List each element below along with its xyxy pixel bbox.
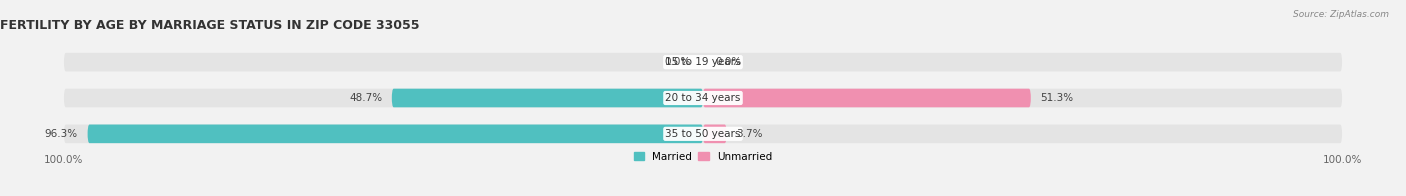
Text: FERTILITY BY AGE BY MARRIAGE STATUS IN ZIP CODE 33055: FERTILITY BY AGE BY MARRIAGE STATUS IN Z… <box>0 19 419 32</box>
Text: 48.7%: 48.7% <box>349 93 382 103</box>
Text: 15 to 19 years: 15 to 19 years <box>665 57 741 67</box>
Text: 0.0%: 0.0% <box>716 57 742 67</box>
FancyBboxPatch shape <box>63 124 1343 143</box>
Legend: Married, Unmarried: Married, Unmarried <box>634 152 772 162</box>
FancyBboxPatch shape <box>63 89 1343 107</box>
FancyBboxPatch shape <box>87 124 703 143</box>
Text: Source: ZipAtlas.com: Source: ZipAtlas.com <box>1294 10 1389 19</box>
Text: 0.0%: 0.0% <box>664 57 690 67</box>
FancyBboxPatch shape <box>392 89 703 107</box>
Text: 100.0%: 100.0% <box>44 155 83 165</box>
FancyBboxPatch shape <box>63 53 1343 72</box>
Text: 96.3%: 96.3% <box>45 129 77 139</box>
Text: 100.0%: 100.0% <box>1323 155 1362 165</box>
FancyBboxPatch shape <box>703 124 727 143</box>
FancyBboxPatch shape <box>703 89 1031 107</box>
Text: 51.3%: 51.3% <box>1040 93 1074 103</box>
Text: 20 to 34 years: 20 to 34 years <box>665 93 741 103</box>
Text: 3.7%: 3.7% <box>737 129 762 139</box>
Text: 35 to 50 years: 35 to 50 years <box>665 129 741 139</box>
